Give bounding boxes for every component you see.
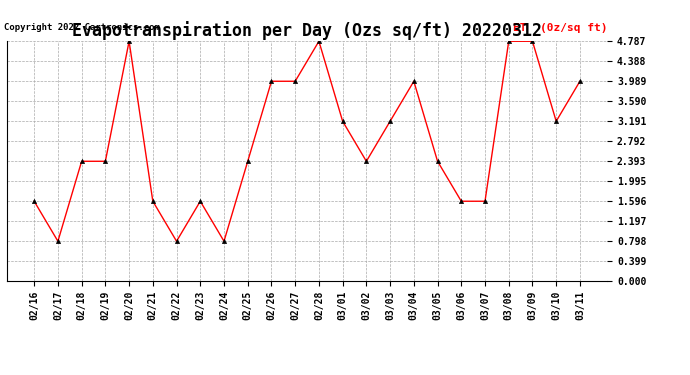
Text: ET  (0z/sq ft): ET (0z/sq ft) bbox=[513, 23, 607, 33]
Title: Evapotranspiration per Day (Ozs sq/ft) 20220312: Evapotranspiration per Day (Ozs sq/ft) 2… bbox=[72, 21, 542, 40]
Text: Copyright 2022 Cartronics.com: Copyright 2022 Cartronics.com bbox=[4, 23, 160, 32]
